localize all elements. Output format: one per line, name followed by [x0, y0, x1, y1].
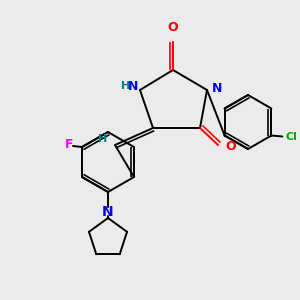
Text: N: N [128, 80, 138, 94]
Text: N: N [102, 205, 114, 219]
Text: Cl: Cl [285, 133, 297, 142]
Text: F: F [65, 139, 73, 152]
Text: O: O [225, 140, 236, 154]
Text: H: H [98, 134, 108, 144]
Text: N: N [212, 82, 222, 94]
Text: H: H [121, 81, 130, 91]
Text: O: O [168, 21, 178, 34]
